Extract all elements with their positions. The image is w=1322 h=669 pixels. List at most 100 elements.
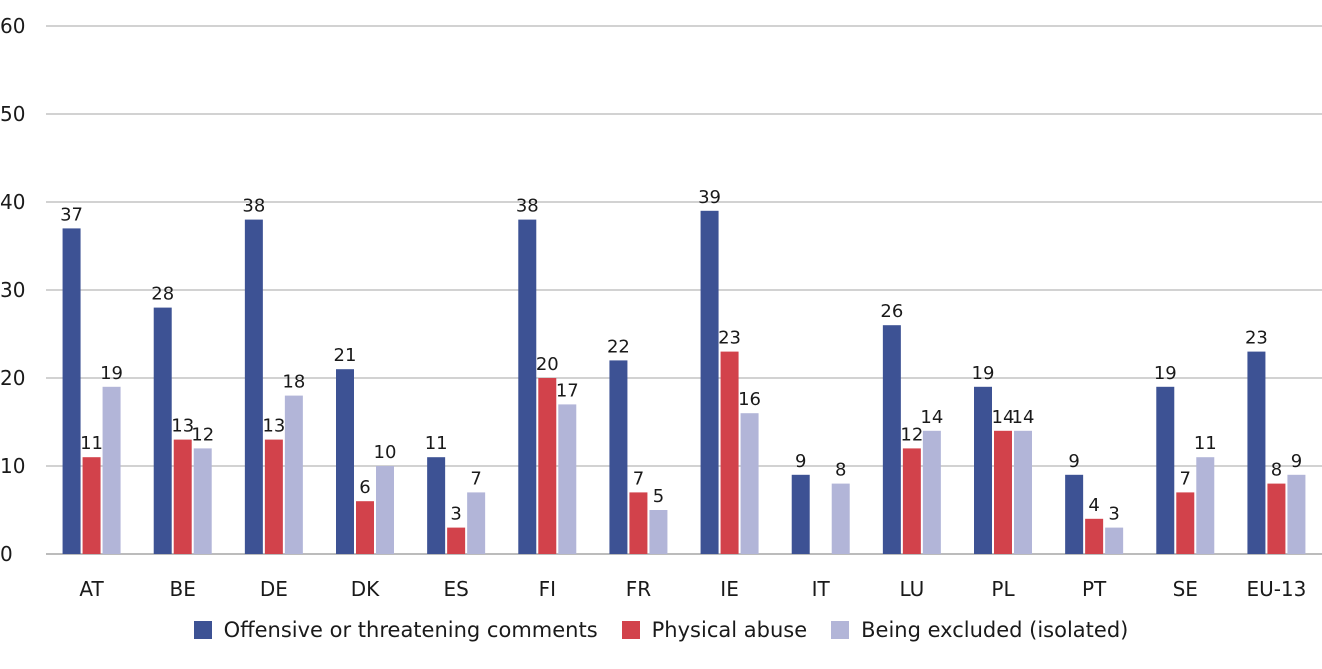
data-label-PT-2: 4 bbox=[1088, 495, 1099, 516]
bar-PL-2 bbox=[994, 430, 1012, 554]
bar-DK-2 bbox=[356, 501, 374, 554]
bar-FI-1 bbox=[518, 219, 537, 554]
legend-swatch-physical bbox=[621, 621, 640, 639]
legend-label-offensive: Offensive or threatening comments bbox=[223, 618, 598, 642]
data-label-FI-3: 17 bbox=[556, 380, 579, 401]
x-tick-SE: SE bbox=[1173, 577, 1198, 601]
data-label-IT-1: 9 bbox=[795, 451, 806, 472]
data-label-FR-3: 5 bbox=[653, 486, 664, 507]
data-label-PL-3: 14 bbox=[1012, 407, 1035, 428]
data-label-DK-2: 6 bbox=[359, 477, 370, 498]
x-tick-PL: PL bbox=[991, 577, 1015, 601]
bar-IT-3 bbox=[831, 483, 850, 554]
bars bbox=[62, 210, 1306, 555]
data-label-FI-1: 38 bbox=[516, 196, 539, 217]
data-label-EU-13-3: 9 bbox=[1291, 451, 1302, 472]
bar-PT-3 bbox=[1105, 527, 1124, 554]
data-label-DK-1: 21 bbox=[334, 345, 357, 366]
bar-BE-2 bbox=[173, 439, 192, 554]
data-label-BE-3: 12 bbox=[191, 424, 214, 445]
bar-IE-2 bbox=[720, 351, 739, 554]
data-label-FI-2: 20 bbox=[536, 354, 559, 375]
x-tick-BE: BE bbox=[170, 577, 196, 601]
data-label-AT-1: 37 bbox=[60, 204, 83, 225]
bar-ES-2 bbox=[447, 527, 466, 554]
bar-FR-3 bbox=[649, 510, 668, 554]
bar-DE-1 bbox=[244, 219, 263, 554]
x-tick-DE: DE bbox=[260, 577, 288, 601]
data-label-PT-1: 9 bbox=[1068, 451, 1079, 472]
data-label-FR-1: 22 bbox=[607, 336, 630, 357]
bar-AT-2 bbox=[82, 457, 101, 554]
x-tick-AT: AT bbox=[79, 577, 104, 601]
legend-label-physical: Physical abuse bbox=[651, 618, 808, 642]
x-tick-ES: ES bbox=[443, 577, 468, 601]
legend-item-offensive: Offensive or threatening comments bbox=[193, 618, 598, 642]
x-tick-IT: IT bbox=[812, 577, 831, 601]
x-tick-FR: FR bbox=[626, 577, 652, 601]
bar-AT-1 bbox=[62, 228, 81, 554]
data-label-IE-3: 16 bbox=[738, 389, 761, 410]
x-tick-FI: FI bbox=[539, 577, 556, 601]
bar-EU-13-2 bbox=[1267, 483, 1286, 554]
data-label-IE-1: 39 bbox=[698, 187, 721, 208]
legend-item-excluded: Being excluded (isolated) bbox=[831, 618, 1128, 642]
data-label-PL-2: 14 bbox=[992, 407, 1015, 428]
data-label-IE-2: 23 bbox=[718, 328, 741, 349]
data-label-ES-3: 7 bbox=[470, 468, 481, 489]
bar-DK-1 bbox=[336, 369, 354, 554]
bar-FI-3 bbox=[558, 404, 577, 554]
data-label-PL-1: 19 bbox=[972, 363, 995, 384]
data-label-AT-3: 19 bbox=[100, 363, 123, 384]
y-tick-10: 10 bbox=[0, 454, 25, 478]
bar-LU-3 bbox=[922, 430, 941, 554]
bar-AT-3 bbox=[102, 386, 121, 554]
bar-DE-2 bbox=[264, 439, 283, 554]
bar-LU-1 bbox=[882, 325, 901, 554]
y-tick-50: 50 bbox=[0, 102, 25, 126]
data-label-DK-3: 10 bbox=[374, 442, 397, 463]
legend-item-physical: Physical abuse bbox=[621, 618, 808, 642]
y-tick-0: 0 bbox=[0, 542, 13, 566]
legend: Offensive or threatening comments Physic… bbox=[0, 618, 1322, 642]
data-label-EU-13-1: 23 bbox=[1245, 328, 1268, 349]
data-label-DE-2: 13 bbox=[262, 416, 285, 437]
bar-BE-3 bbox=[193, 448, 212, 554]
data-label-PT-3: 3 bbox=[1108, 504, 1119, 525]
bar-IE-3 bbox=[740, 413, 759, 554]
bar-PL-1 bbox=[974, 386, 992, 554]
bar-PT-2 bbox=[1085, 518, 1104, 554]
bar-LU-2 bbox=[902, 448, 921, 554]
x-tick-PT: PT bbox=[1082, 577, 1107, 601]
data-label-IT-3: 8 bbox=[835, 460, 846, 481]
bar-IE-1 bbox=[700, 210, 719, 555]
data-label-BE-1: 28 bbox=[151, 284, 174, 305]
data-label-FR-2: 7 bbox=[633, 468, 644, 489]
y-tick-20: 20 bbox=[0, 366, 25, 390]
bar-EU-13-3 bbox=[1287, 474, 1306, 554]
data-label-DE-1: 38 bbox=[242, 196, 265, 217]
data-label-EU-13-2: 8 bbox=[1271, 460, 1282, 481]
data-label-ES-1: 11 bbox=[425, 433, 448, 454]
bar-ES-3 bbox=[467, 492, 486, 554]
y-tick-60: 60 bbox=[0, 14, 25, 38]
gridlines bbox=[46, 25, 1322, 555]
bar-FR-2 bbox=[629, 492, 648, 554]
bar-SE-1 bbox=[1156, 386, 1175, 554]
data-label-SE-3: 11 bbox=[1194, 433, 1217, 454]
bar-IT-1 bbox=[791, 474, 810, 554]
bar-SE-2 bbox=[1176, 492, 1195, 554]
bar-SE-3 bbox=[1196, 457, 1215, 554]
data-label-SE-1: 19 bbox=[1154, 363, 1177, 384]
bar-ES-1 bbox=[427, 457, 446, 554]
data-label-ES-2: 3 bbox=[450, 504, 461, 525]
bar-DK-3 bbox=[376, 466, 394, 554]
legend-swatch-excluded bbox=[831, 621, 850, 639]
x-tick-DK: DK bbox=[351, 577, 380, 601]
legend-swatch-offensive bbox=[193, 621, 212, 639]
bar-EU-13-1 bbox=[1247, 351, 1266, 554]
data-label-AT-2: 11 bbox=[80, 433, 103, 454]
data-label-SE-2: 7 bbox=[1180, 468, 1191, 489]
